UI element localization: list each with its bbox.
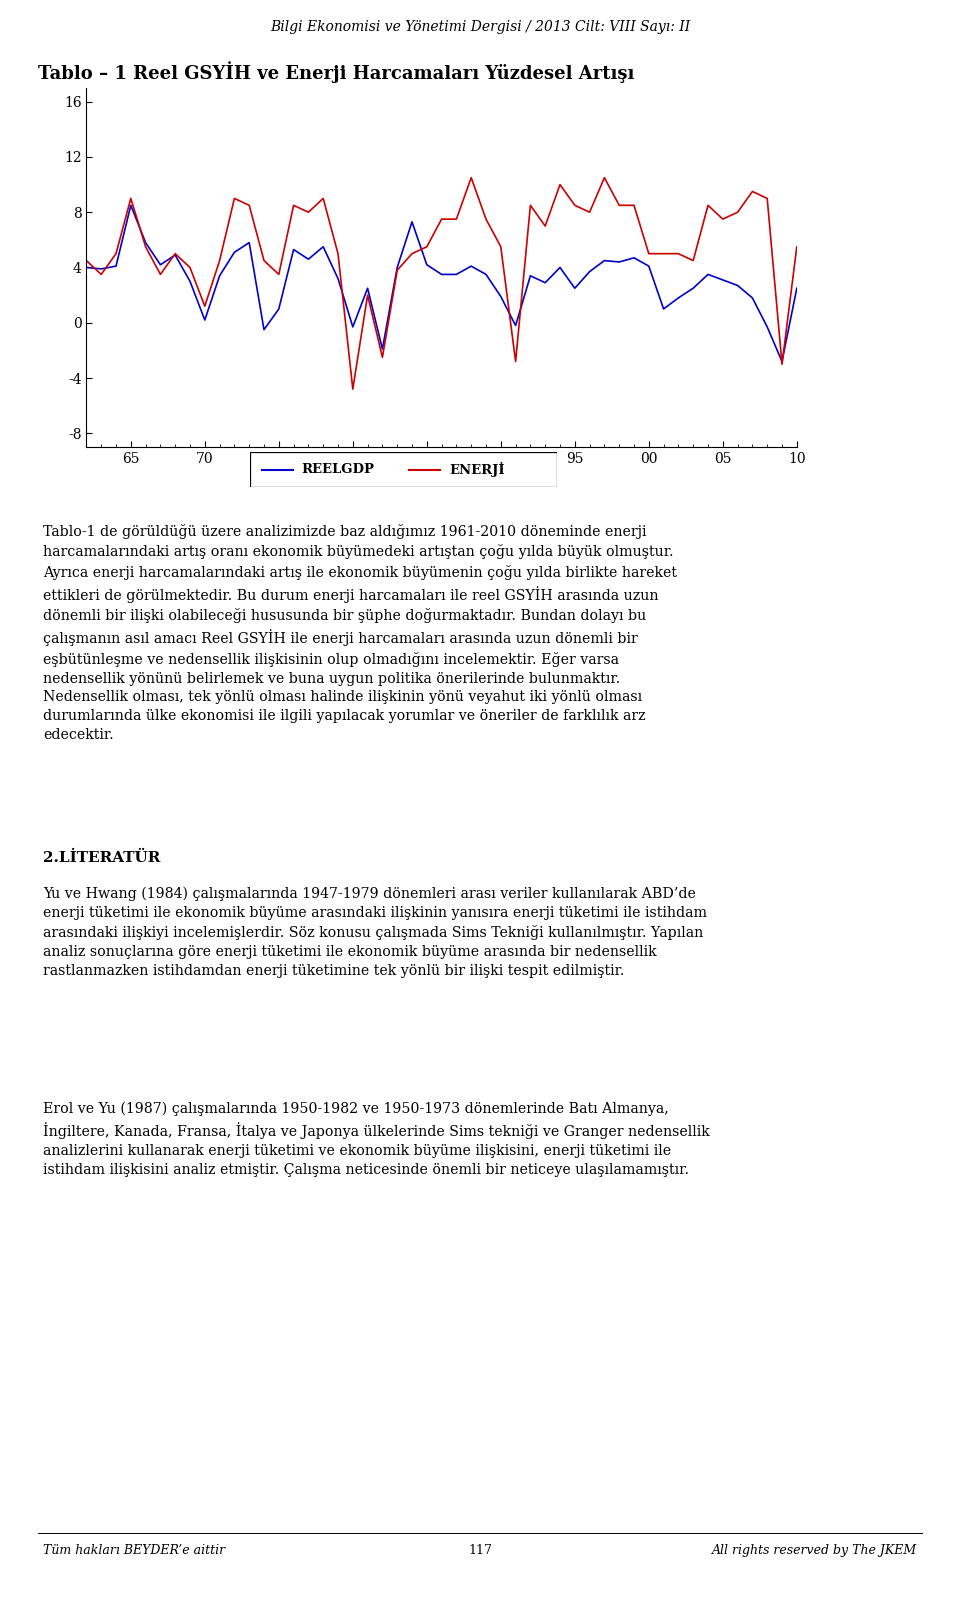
- Text: Bilgi Ekonomisi ve Yönetimi Dergisi / 2013 Cilt: VIII Sayı: II: Bilgi Ekonomisi ve Yönetimi Dergisi / 20…: [270, 19, 690, 34]
- Text: ENERJİ: ENERJİ: [449, 462, 505, 478]
- Text: All rights reserved by The JKEM: All rights reserved by The JKEM: [711, 1544, 917, 1557]
- Text: Tablo-1 de görüldüğü üzere analizimizde baz aldığımız 1961-2010 döneminde enerji: Tablo-1 de görüldüğü üzere analizimizde …: [43, 524, 677, 743]
- Text: Tablo – 1 Reel GSYİH ve Enerji Harcamaları Yüzdesel Artışı: Tablo – 1 Reel GSYİH ve Enerji Harcamala…: [38, 61, 635, 83]
- FancyBboxPatch shape: [250, 452, 557, 487]
- Text: 117: 117: [468, 1544, 492, 1557]
- Text: REELGDP: REELGDP: [301, 463, 374, 476]
- Text: Tüm hakları BEYDER’e aittir: Tüm hakları BEYDER’e aittir: [43, 1544, 226, 1557]
- Text: Erol ve Yu (1987) çalışmalarında 1950-1982 ve 1950-1973 dönemlerinde Batı Almany: Erol ve Yu (1987) çalışmalarında 1950-19…: [43, 1102, 710, 1177]
- Text: Yu ve Hwang (1984) çalışmalarında 1947-1979 dönemleri arası veriler kullanılarak: Yu ve Hwang (1984) çalışmalarında 1947-1…: [43, 886, 708, 977]
- Text: 2.LİTERATÜR: 2.LİTERATÜR: [43, 851, 160, 866]
